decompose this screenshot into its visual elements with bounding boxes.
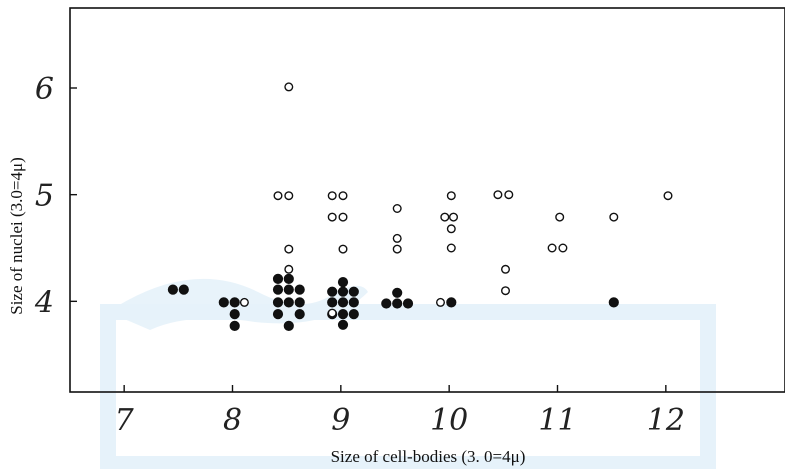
data-point-open (284, 264, 294, 274)
data-point-filled (446, 297, 457, 308)
data-point-open (284, 191, 294, 201)
data-point-filled (283, 297, 294, 308)
data-point-filled (272, 297, 284, 308)
x-tick-label: 10 (430, 403, 468, 438)
data-point-open (493, 190, 503, 200)
data-point-open (392, 244, 402, 254)
data-point-open (284, 244, 294, 254)
y-tick-label: 6 (35, 72, 54, 107)
data-point-filled (337, 277, 349, 288)
data-point-filled (283, 320, 294, 331)
data-point-open (436, 297, 446, 307)
data-point-filled (337, 297, 349, 308)
y-axis-tick-labels: 4 5 6 (34, 72, 54, 320)
data-point-open (392, 233, 402, 243)
plot-frame (69, 7, 785, 393)
x-tick-label: 8 (223, 403, 242, 438)
data-point-open (338, 244, 348, 254)
data-point-filled (337, 309, 349, 320)
x-tick-label: 11 (538, 403, 576, 438)
data-point-open (327, 191, 337, 201)
data-points (167, 82, 673, 331)
data-point-filled (272, 284, 284, 295)
data-point-open (446, 243, 456, 253)
data-point-filled (283, 273, 294, 284)
data-point-filled (294, 284, 305, 295)
data-point-filled (229, 309, 240, 320)
data-point-open (440, 212, 450, 222)
data-point-filled (402, 298, 414, 309)
data-point-filled (218, 297, 229, 308)
data-point-open (504, 190, 514, 200)
data-point-open (558, 243, 568, 253)
data-point-filled (178, 284, 189, 295)
data-point-filled (348, 286, 359, 297)
data-point-open (338, 191, 348, 201)
data-point-filled (294, 309, 305, 320)
data-point-open (555, 212, 565, 222)
data-point-open (273, 191, 283, 201)
data-point-filled (167, 284, 178, 295)
data-point-filled (348, 309, 359, 320)
data-point-filled (608, 297, 619, 308)
data-point-filled (392, 298, 403, 309)
data-point-filled (327, 297, 338, 308)
data-point-filled (294, 297, 305, 308)
y-axis-ticks (70, 87, 77, 303)
data-point-filled (348, 297, 359, 308)
y-tick-label: 4 (34, 285, 54, 320)
data-point-open (446, 224, 456, 234)
data-point-open (449, 212, 459, 222)
data-point-open (501, 286, 511, 296)
data-point-open (609, 212, 619, 222)
data-point-filled (229, 320, 240, 331)
data-point-open (547, 243, 557, 253)
y-axis-title: Size of nuclei (3.0=4μ) (7, 157, 26, 315)
data-point-open (392, 203, 402, 213)
data-point-filled (272, 309, 284, 320)
data-point-open (284, 82, 294, 92)
data-point-filled (272, 273, 284, 284)
y-tick-label: 5 (35, 179, 54, 214)
x-axis-tick-labels: 7 8 9 10 11 12 (115, 403, 685, 438)
data-point-open (338, 212, 348, 222)
data-point-open (663, 191, 673, 201)
x-tick-label: 7 (115, 403, 135, 438)
x-tick-label: 12 (647, 403, 685, 438)
data-point-open (446, 191, 456, 201)
data-point-filled (337, 319, 349, 330)
data-point-open (239, 297, 249, 307)
data-point-filled (381, 298, 392, 309)
data-point-open (501, 264, 511, 274)
x-tick-label: 9 (331, 403, 350, 438)
x-axis-title: Size of cell-bodies (3. 0=4μ) (331, 447, 526, 466)
data-point-filled (283, 284, 294, 295)
data-point-filled (229, 297, 240, 308)
data-point-open (327, 212, 337, 222)
data-point-filled (327, 286, 338, 297)
data-point-open (327, 308, 337, 318)
x-axis-ticks (123, 385, 667, 392)
data-point-filled (392, 287, 403, 298)
data-point-filled (337, 286, 349, 297)
